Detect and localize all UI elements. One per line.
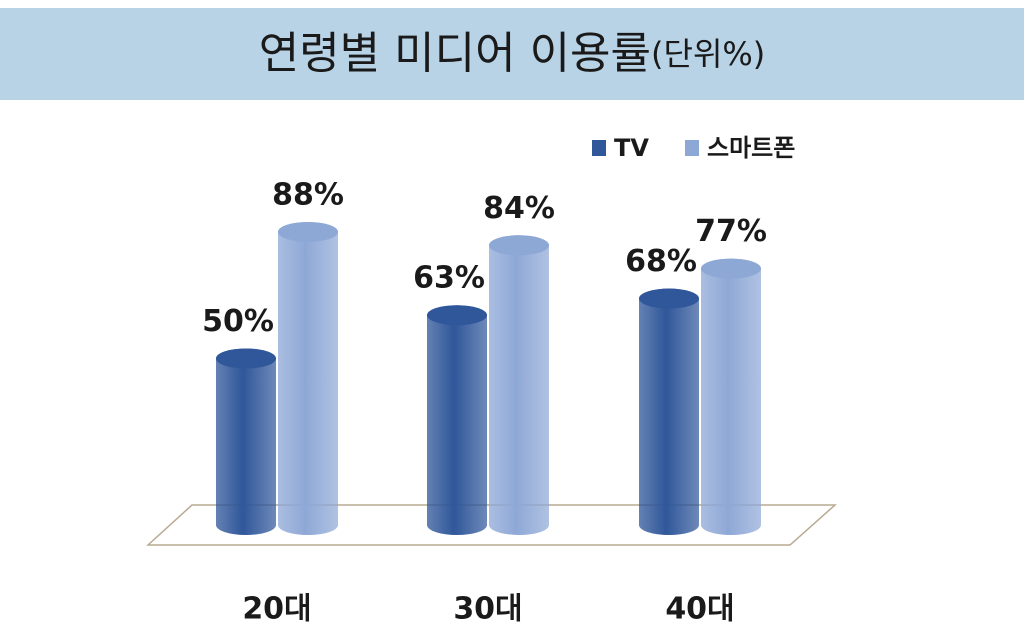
legend-label: TV xyxy=(614,134,649,162)
title-band xyxy=(0,8,1024,100)
chart-subtitle: (단위%) xyxy=(651,35,765,73)
value-label: 50% xyxy=(202,304,274,339)
value-label: 77% xyxy=(695,214,767,249)
bar-cap xyxy=(489,235,549,256)
chart-title: 연령별 미디어 이용률 xyxy=(259,28,651,79)
value-label: 63% xyxy=(413,261,485,296)
bar xyxy=(489,235,549,535)
x-tick-label: 40대 xyxy=(665,592,734,627)
bar-cap xyxy=(216,348,276,369)
value-label: 88% xyxy=(272,177,344,212)
bar xyxy=(427,305,487,535)
bar xyxy=(701,258,761,535)
x-tick-label: 30대 xyxy=(453,592,522,627)
legend-swatch xyxy=(592,140,606,156)
legend-swatch xyxy=(685,140,699,156)
bar xyxy=(278,221,338,535)
bar xyxy=(216,348,276,535)
legend-label: 스마트폰 xyxy=(707,134,795,162)
bar xyxy=(639,288,699,535)
bar-cap xyxy=(701,258,761,279)
bar-cap xyxy=(427,305,487,326)
x-tick-label: 20대 xyxy=(242,592,311,627)
bar-cap xyxy=(639,288,699,309)
value-label: 68% xyxy=(625,244,697,279)
value-label: 84% xyxy=(483,191,555,226)
bar-cap xyxy=(278,221,338,242)
title-group: 연령별 미디어 이용률(단위%) xyxy=(259,28,766,79)
